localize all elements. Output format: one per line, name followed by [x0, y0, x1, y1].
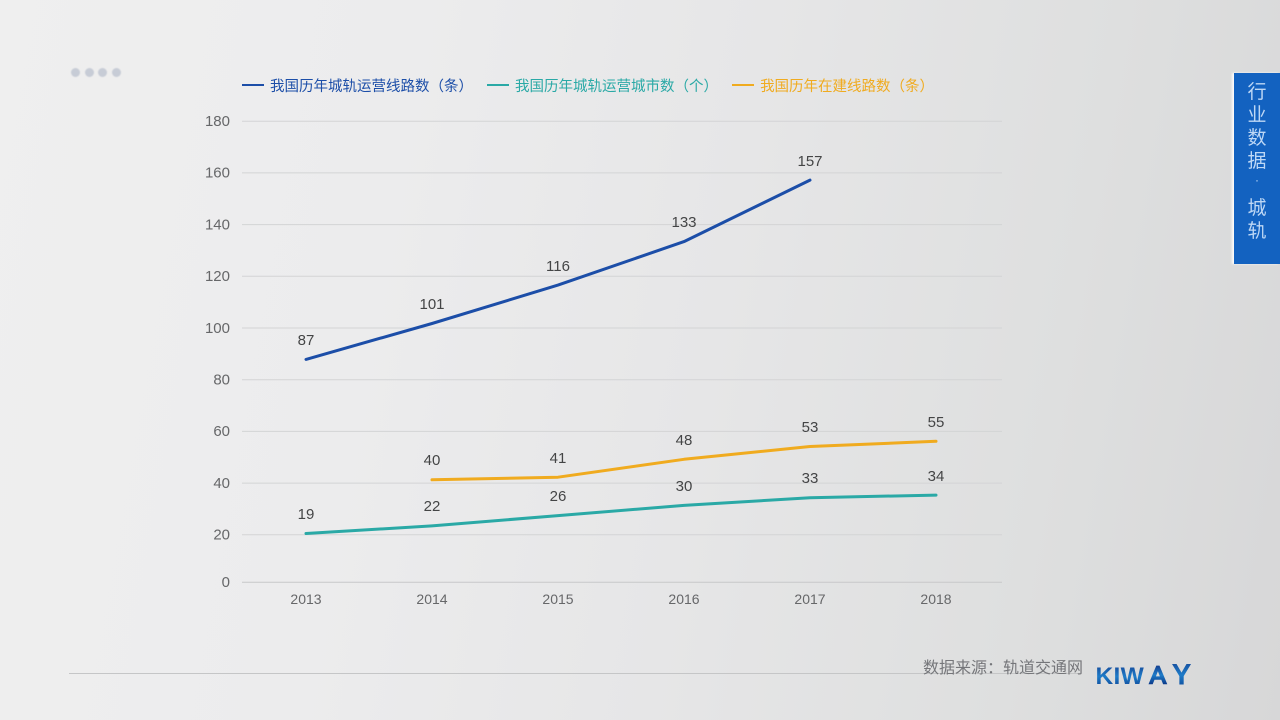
- svg-text:41: 41: [550, 450, 567, 467]
- svg-text:180: 180: [205, 113, 230, 130]
- svg-text:34: 34: [928, 468, 945, 485]
- svg-text:53: 53: [802, 419, 819, 436]
- svg-text:100: 100: [205, 320, 230, 337]
- svg-text:20: 20: [213, 527, 230, 544]
- svg-text:80: 80: [213, 372, 230, 389]
- svg-text:26: 26: [550, 488, 567, 505]
- svg-text:157: 157: [797, 153, 822, 170]
- svg-text:0: 0: [222, 574, 230, 591]
- svg-text:KIW: KIW: [1096, 663, 1145, 690]
- svg-text:2016: 2016: [668, 591, 699, 607]
- svg-text:133: 133: [671, 214, 696, 231]
- svg-text:101: 101: [419, 296, 444, 313]
- svg-text:Y: Y: [1172, 660, 1192, 690]
- svg-text:22: 22: [424, 498, 441, 515]
- svg-text:2014: 2014: [416, 591, 447, 607]
- svg-text:30: 30: [676, 478, 693, 495]
- svg-text:87: 87: [298, 332, 315, 349]
- svg-text:2013: 2013: [290, 591, 321, 607]
- svg-text:160: 160: [205, 165, 230, 182]
- svg-text:33: 33: [802, 470, 819, 487]
- svg-text:60: 60: [213, 423, 230, 440]
- svg-text:2015: 2015: [542, 591, 573, 607]
- svg-text:116: 116: [546, 258, 570, 275]
- svg-text:40: 40: [213, 475, 230, 492]
- svg-text:140: 140: [205, 216, 230, 233]
- svg-text:48: 48: [676, 432, 693, 449]
- svg-text:55: 55: [928, 414, 945, 431]
- svg-text:40: 40: [424, 452, 441, 469]
- svg-text:120: 120: [205, 268, 230, 285]
- svg-text:19: 19: [298, 506, 315, 523]
- svg-text:2018: 2018: [920, 591, 951, 607]
- svg-text:2017: 2017: [794, 591, 825, 607]
